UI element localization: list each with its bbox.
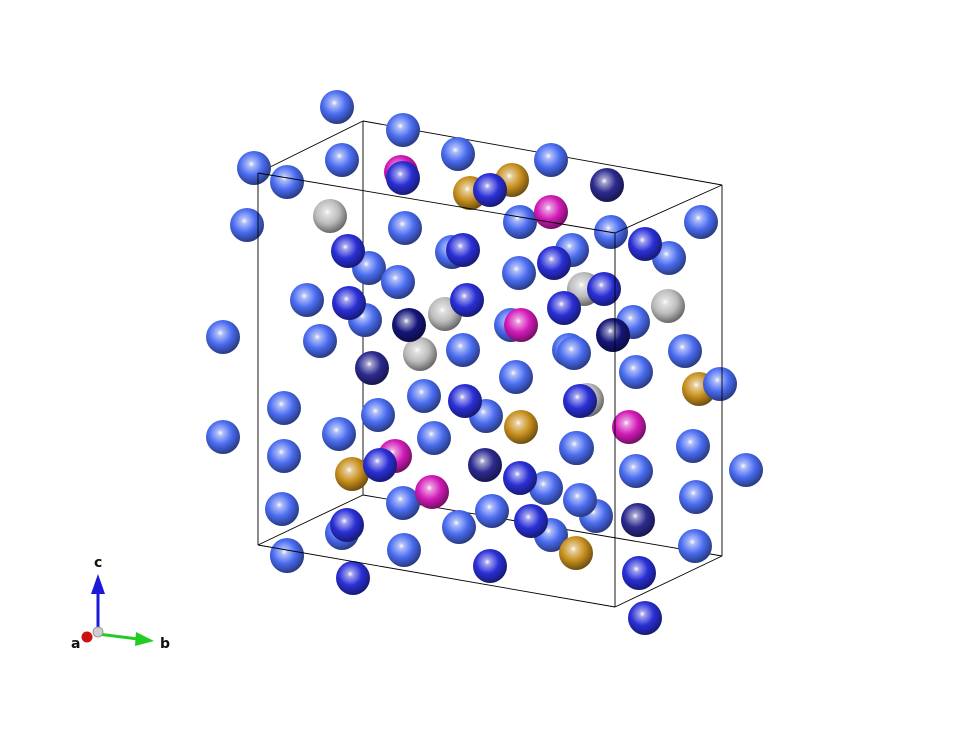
atom-deep-blue bbox=[628, 601, 662, 635]
atom-blue bbox=[679, 480, 713, 514]
atom-blue bbox=[563, 483, 597, 517]
atom-deep-blue bbox=[622, 556, 656, 590]
atom-blue bbox=[619, 454, 653, 488]
atom-blue bbox=[230, 208, 264, 242]
atom-blue bbox=[676, 429, 710, 463]
a-axis-label: a bbox=[71, 636, 80, 652]
atom-blue bbox=[270, 165, 304, 199]
axis-origin bbox=[92, 626, 104, 638]
atom-blue bbox=[388, 211, 422, 245]
atom-blue bbox=[619, 355, 653, 389]
atom-navy bbox=[392, 308, 426, 342]
atom-deep-blue bbox=[332, 286, 366, 320]
atom-blue bbox=[560, 431, 594, 465]
atom-blue bbox=[386, 486, 420, 520]
atom-deep-blue bbox=[503, 461, 537, 495]
atom-blue bbox=[499, 360, 533, 394]
atom-deep-blue bbox=[331, 234, 365, 268]
atom-blue bbox=[417, 421, 451, 455]
atom-deep-blue bbox=[446, 233, 480, 267]
atom-deep-blue bbox=[363, 448, 397, 482]
atom-blue bbox=[475, 494, 509, 528]
b-axis-line bbox=[97, 632, 139, 641]
atom-blue bbox=[206, 320, 240, 354]
c-axis-arrowhead bbox=[91, 574, 105, 594]
atoms-layer bbox=[206, 90, 763, 635]
b-axis-label: b bbox=[160, 636, 170, 652]
atom-deep-blue bbox=[336, 561, 370, 595]
atom-dark-indigo bbox=[355, 351, 389, 385]
atom-blue bbox=[387, 533, 421, 567]
atom-deep-blue bbox=[537, 246, 571, 280]
atom-blue bbox=[442, 510, 476, 544]
unit-cell-edge bbox=[257, 120, 364, 174]
atom-gold bbox=[504, 410, 538, 444]
atom-deep-blue bbox=[587, 272, 621, 306]
atom-blue bbox=[322, 417, 356, 451]
unit-cell-edge bbox=[257, 494, 364, 546]
b-axis-arrowhead bbox=[135, 632, 154, 646]
axis-triad[interactable]: c b a bbox=[71, 555, 170, 652]
atom-blue bbox=[502, 256, 536, 290]
atom-deep-blue bbox=[330, 508, 364, 542]
atom-blue bbox=[381, 265, 415, 299]
unit-cell-edge bbox=[257, 544, 616, 608]
atom-silver bbox=[403, 337, 437, 371]
unit-cell-front-edges bbox=[257, 172, 723, 608]
atom-blue bbox=[386, 113, 420, 147]
atom-blue bbox=[729, 453, 763, 487]
atom-blue bbox=[557, 336, 591, 370]
atom-dark-indigo bbox=[590, 168, 624, 202]
atom-blue bbox=[503, 205, 537, 239]
atom-blue bbox=[703, 367, 737, 401]
atom-blue bbox=[267, 391, 301, 425]
atom-blue bbox=[325, 143, 359, 177]
atom-blue bbox=[441, 137, 475, 171]
atom-gold bbox=[559, 536, 593, 570]
atom-deep-blue bbox=[473, 173, 507, 207]
atom-blue bbox=[237, 151, 271, 185]
atom-blue bbox=[320, 90, 354, 124]
atom-blue bbox=[303, 324, 337, 358]
atom-magenta bbox=[415, 475, 449, 509]
atom-deep-blue bbox=[563, 384, 597, 418]
atom-dark-indigo bbox=[468, 448, 502, 482]
atom-silver bbox=[313, 199, 347, 233]
atom-blue bbox=[407, 379, 441, 413]
c-axis-label: c bbox=[94, 555, 102, 571]
atom-blue bbox=[446, 333, 480, 367]
atom-blue bbox=[529, 471, 563, 505]
atom-magenta bbox=[504, 308, 538, 342]
atom-deep-blue bbox=[473, 549, 507, 583]
atom-blue bbox=[290, 283, 324, 317]
atom-blue bbox=[684, 205, 718, 239]
atom-gold bbox=[335, 457, 369, 491]
unit-cell-edge bbox=[614, 555, 723, 608]
atom-deep-blue bbox=[628, 227, 662, 261]
atom-silver bbox=[651, 289, 685, 323]
atom-magenta bbox=[612, 410, 646, 444]
atom-blue bbox=[668, 334, 702, 368]
unit-cell-edge bbox=[614, 184, 723, 234]
atom-blue bbox=[678, 529, 712, 563]
a-axis-marker bbox=[81, 631, 93, 643]
atom-blue bbox=[206, 420, 240, 454]
atom-deep-blue bbox=[450, 283, 484, 317]
atom-blue bbox=[361, 398, 395, 432]
atom-blue bbox=[534, 143, 568, 177]
atom-blue bbox=[267, 439, 301, 473]
atom-deep-blue bbox=[448, 384, 482, 418]
atom-blue bbox=[270, 539, 304, 573]
atom-dark-indigo bbox=[621, 503, 655, 537]
unit-cell-edge bbox=[257, 172, 616, 234]
atom-blue bbox=[265, 492, 299, 526]
atom-navy bbox=[596, 318, 630, 352]
atom-deep-blue bbox=[547, 291, 581, 325]
atom-deep-blue bbox=[514, 504, 548, 538]
atom-deep-blue bbox=[386, 161, 420, 195]
